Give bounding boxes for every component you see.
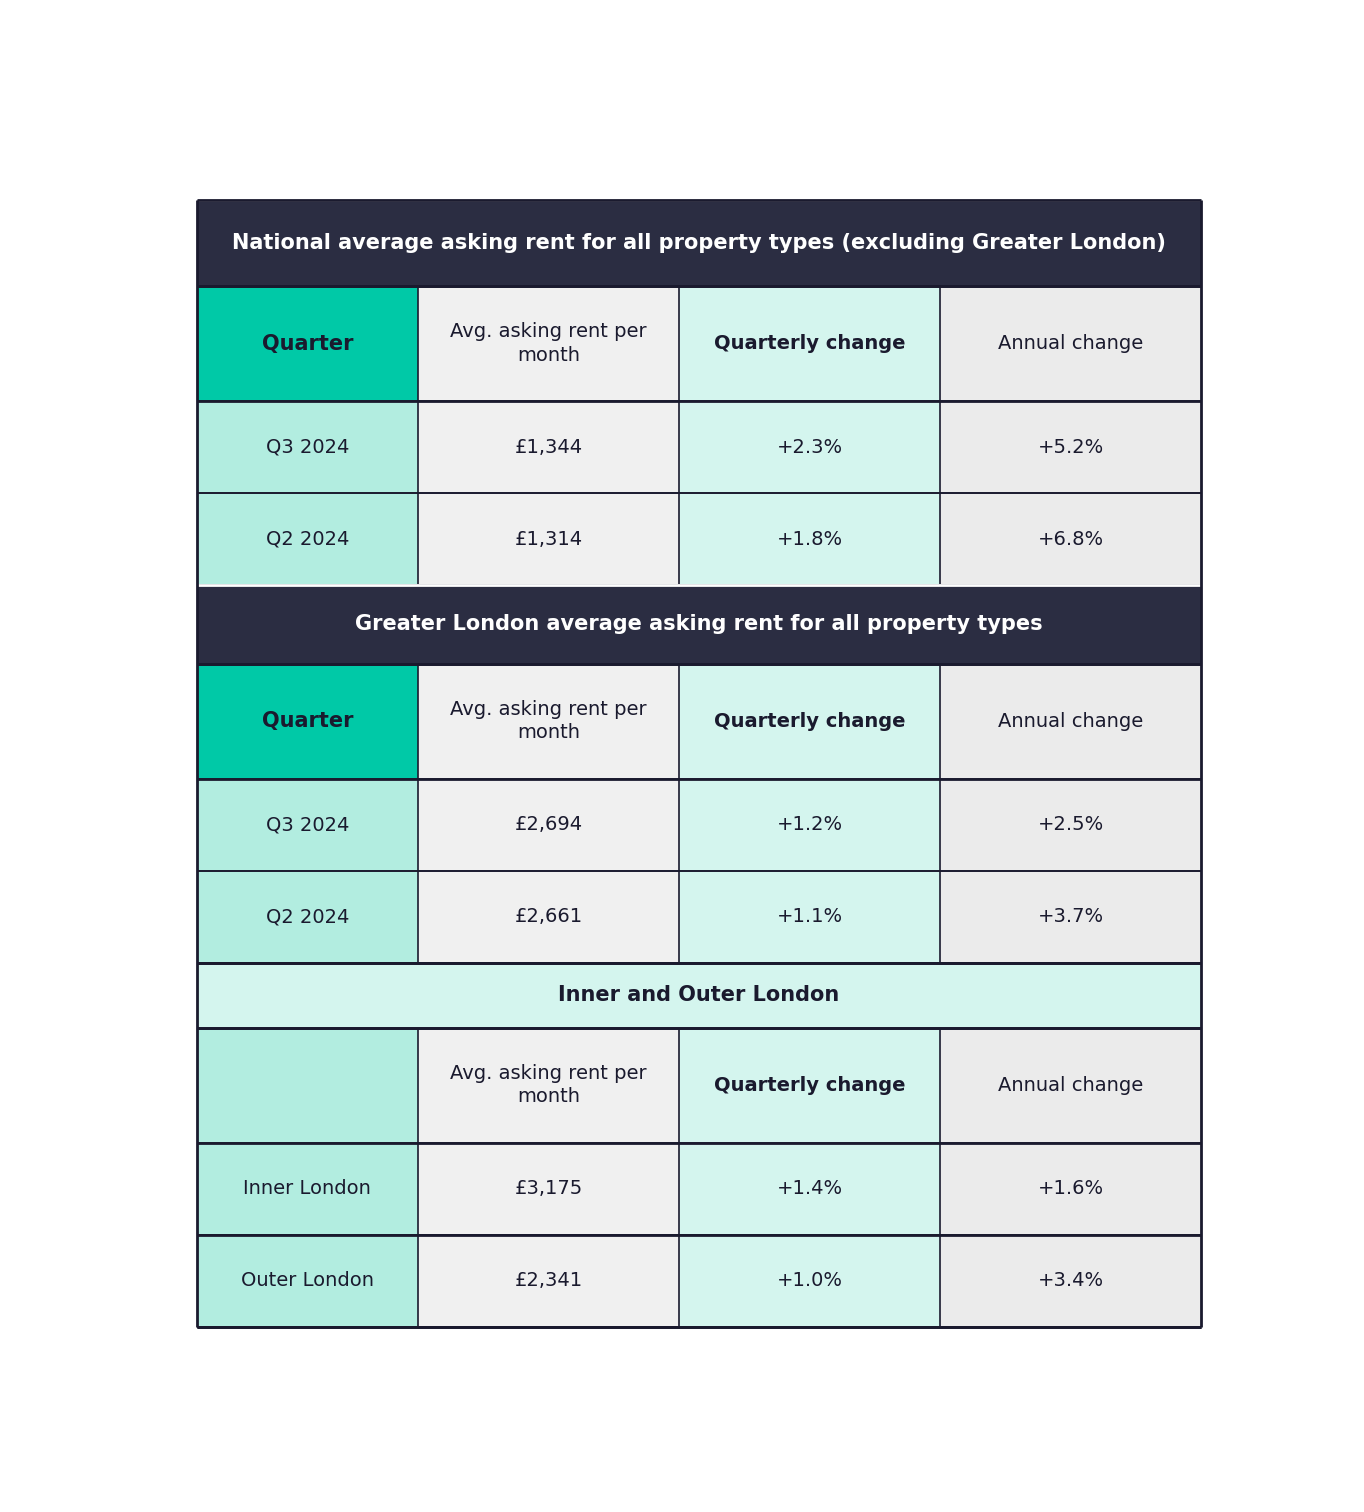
Bar — [417, 779, 679, 871]
Text: £1,344: £1,344 — [514, 437, 582, 457]
Text: Q3 2024: Q3 2024 — [266, 437, 349, 457]
Bar — [196, 871, 417, 963]
Text: £2,341: £2,341 — [514, 1272, 582, 1290]
Bar — [679, 779, 940, 871]
Text: Avg. asking rent per
month: Avg. asking rent per month — [450, 700, 647, 742]
Bar — [940, 871, 1202, 963]
Text: Annual change: Annual change — [998, 712, 1143, 730]
Bar — [196, 200, 1202, 286]
Text: £3,175: £3,175 — [514, 1179, 582, 1199]
Text: +1.1%: +1.1% — [776, 907, 843, 927]
Text: +2.5%: +2.5% — [1038, 815, 1103, 835]
Text: Avg. asking rent per
month: Avg. asking rent per month — [450, 1064, 647, 1107]
Bar — [940, 1143, 1202, 1235]
Bar — [679, 286, 940, 401]
Bar — [196, 493, 417, 585]
Text: +3.7%: +3.7% — [1038, 907, 1103, 927]
Text: Annual change: Annual change — [998, 334, 1143, 354]
Text: Q2 2024: Q2 2024 — [266, 907, 349, 927]
Bar — [679, 493, 940, 585]
Bar — [417, 1235, 679, 1328]
Bar — [196, 963, 1202, 1028]
Bar — [940, 1235, 1202, 1328]
Bar — [196, 401, 417, 493]
Text: £2,661: £2,661 — [514, 907, 582, 927]
Bar — [417, 664, 679, 779]
Bar — [679, 401, 940, 493]
Bar — [196, 1143, 417, 1235]
Text: +5.2%: +5.2% — [1038, 437, 1103, 457]
Text: Outer London: Outer London — [241, 1272, 374, 1290]
Text: +6.8%: +6.8% — [1038, 529, 1103, 549]
Bar — [196, 779, 417, 871]
Text: Quarterly change: Quarterly change — [713, 712, 906, 730]
Bar — [196, 1028, 417, 1143]
Bar — [940, 401, 1202, 493]
Bar — [196, 664, 417, 779]
Bar — [417, 286, 679, 401]
Text: Annual change: Annual change — [998, 1075, 1143, 1095]
Text: Quarterly change: Quarterly change — [713, 1075, 906, 1095]
Bar — [940, 286, 1202, 401]
Text: £1,314: £1,314 — [514, 529, 582, 549]
Text: Inner London: Inner London — [243, 1179, 371, 1199]
Text: +2.3%: +2.3% — [776, 437, 843, 457]
Text: Quarterly change: Quarterly change — [713, 334, 906, 354]
Text: Quarter: Quarter — [262, 334, 353, 354]
Bar — [196, 286, 417, 401]
Text: +1.8%: +1.8% — [776, 529, 843, 549]
Text: National average asking rent for all property types (excluding Greater London): National average asking rent for all pro… — [232, 233, 1166, 253]
Text: Quarter: Quarter — [262, 711, 353, 732]
Bar — [940, 779, 1202, 871]
Text: Greater London average asking rent for all property types: Greater London average asking rent for a… — [355, 614, 1043, 635]
Text: Q2 2024: Q2 2024 — [266, 529, 349, 549]
Bar — [417, 401, 679, 493]
Bar — [679, 664, 940, 779]
Bar — [417, 1028, 679, 1143]
Bar — [417, 1143, 679, 1235]
Text: +1.0%: +1.0% — [776, 1272, 843, 1290]
Bar — [940, 664, 1202, 779]
Bar — [679, 871, 940, 963]
Bar — [679, 1143, 940, 1235]
Text: +3.4%: +3.4% — [1038, 1272, 1103, 1290]
Bar — [417, 871, 679, 963]
Bar — [196, 585, 1202, 664]
Text: £2,694: £2,694 — [514, 815, 582, 835]
Bar — [196, 1235, 417, 1328]
Bar — [940, 493, 1202, 585]
Text: Inner and Outer London: Inner and Outer London — [558, 986, 840, 1005]
Text: Avg. asking rent per
month: Avg. asking rent per month — [450, 322, 647, 364]
Text: +1.2%: +1.2% — [776, 815, 843, 835]
Text: +1.6%: +1.6% — [1038, 1179, 1103, 1199]
Bar — [679, 1028, 940, 1143]
Bar — [679, 1235, 940, 1328]
Bar — [417, 493, 679, 585]
Text: +1.4%: +1.4% — [776, 1179, 843, 1199]
Bar — [940, 1028, 1202, 1143]
Text: Q3 2024: Q3 2024 — [266, 815, 349, 835]
